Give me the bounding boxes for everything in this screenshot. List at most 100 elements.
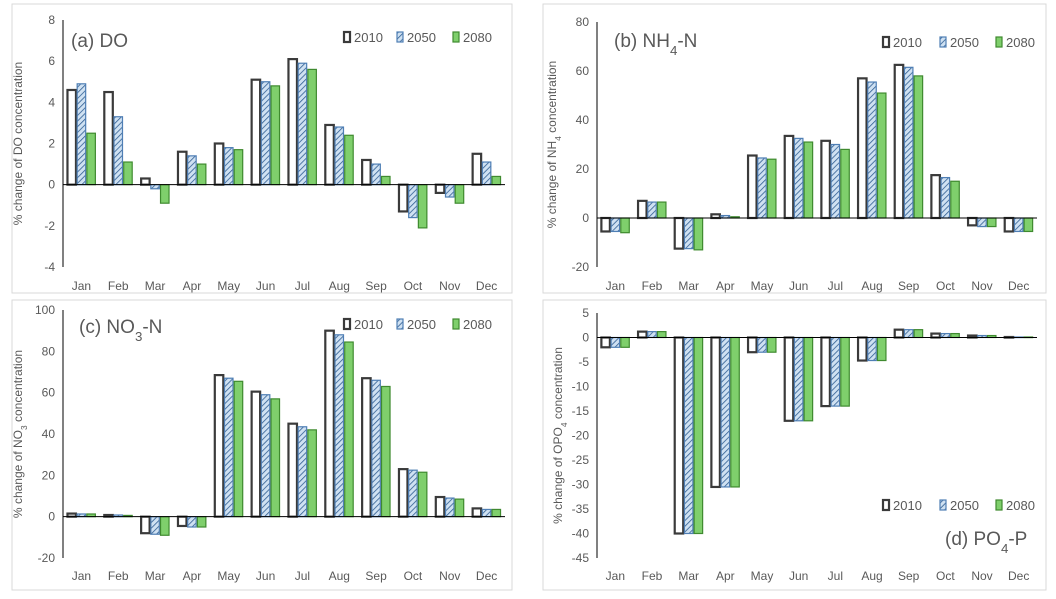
bar-b-2010-jul [820,139,831,220]
bar-b-2080-sep [913,75,924,219]
legend-label-2080: 2080 [1006,35,1035,50]
bar-a-2010-may [213,142,225,186]
bar-d-2080-may [766,336,777,353]
bar-d-2080-oct [950,332,960,339]
bar-c-2010-apr [176,515,188,528]
bar-c-2080-mar [159,516,170,536]
y-tick-label: 5 [582,306,589,320]
bar-d-2080-sep [913,329,924,339]
bar-a-2050-feb [113,116,124,186]
x-tick-label: Jan [72,279,91,293]
bar-b-2080-aug [876,92,887,219]
legend-swatch-2080 [452,31,460,43]
x-tick-label: Mar [145,279,166,293]
bar-c-2080-may [233,380,244,518]
bar-b-2050-dec [1013,217,1024,233]
y-tick-label: 0 [582,211,589,225]
bar-c-2050-may [223,377,234,518]
y-tick-label: 6 [48,54,55,68]
bar-a-2080-may [233,149,244,186]
bar-d-2050-feb [647,331,657,339]
y-tick-label: 40 [576,113,590,127]
x-tick-label: Jul [828,569,843,583]
legend-swatch-2050 [939,499,947,511]
bar-a-2080-dec [491,175,502,186]
bar-c-2010-sep [361,377,372,518]
x-tick-label: Oct [936,279,955,293]
x-tick-label: Nov [439,279,460,293]
chart-title: (d) PO4-P [945,529,1027,556]
chart-frame [542,3,1047,294]
bar-a-2080-aug [344,134,354,186]
x-tick-label: Jun [789,279,808,293]
legend-swatch-2010 [881,35,891,49]
bar-d-2050-jun [793,336,804,422]
x-tick-label: Aug [329,569,350,583]
bar-c-2050-apr [187,516,197,528]
y-tick-label: -40 [572,527,590,541]
bar-c-2050-sep [371,379,381,518]
bar-a-2050-apr [187,155,197,186]
bar-b-2080-dec [1023,217,1034,233]
y-axis-label: % change of DO concentration [11,62,25,225]
bar-a-2010-aug [324,123,335,186]
x-tick-label: May [751,279,774,293]
legend-swatch-2050 [396,318,404,330]
bar-c-2080-sep [380,385,391,518]
bar-d-2010-jan [600,336,611,349]
x-tick-label: Dec [476,569,497,583]
x-tick-label: Mar [678,279,699,293]
legend-label-2080: 2080 [463,317,492,332]
legend-swatch-2080 [452,318,460,330]
chart-panel-d: -45 -40 -35 -30 -25 -20 -15 -10 -5 0 5 Jan Feb Mar Apr… [542,299,1047,591]
bar-d-2050-may [757,336,767,353]
bar-b-2010-sep [893,63,905,220]
x-tick-label: Jun [789,569,808,583]
bar-a-2010-dec [471,152,483,186]
bar-a-2010-oct [397,183,409,213]
bar-d-2050-aug [867,336,877,362]
y-tick-label: -20 [572,260,590,274]
bar-a-2080-feb [123,161,133,186]
bar-c-2050-oct [408,469,418,518]
y-tick-label: 80 [576,15,590,29]
y-tick-label: 8 [48,13,55,27]
bar-b-2010-dec [1003,216,1015,233]
legend-swatch-2080 [995,36,1003,48]
x-tick-label: Jan [606,569,625,583]
chart-panel-a: -4 -2 0 2 4 6 8 Jan Feb Mar Apr May Jun Jul Aug Sep Oct N… [11,3,513,294]
bar-c-2080-oct [417,471,428,518]
x-tick-label: Mar [145,569,166,583]
x-tick-label: Oct [404,279,423,293]
bar-d-2080-jan [620,336,630,348]
bar-b-2010-apr [710,213,721,220]
bar-d-2050-jul [830,336,841,407]
legend-label-2010: 2010 [893,498,922,513]
bar-b-2050-jun [793,137,804,219]
bar-b-2010-jan [600,216,611,233]
y-tick-label: -4 [44,260,55,274]
bar-a-2080-nov [454,184,465,204]
bar-c-2080-jul [307,429,317,518]
bar-b-2080-jan [620,217,630,234]
x-tick-label: Jul [828,279,843,293]
bar-d-2010-may [746,336,758,354]
bar-b-2050-jul [830,143,841,219]
bar-a-2080-apr [196,163,207,186]
legend-swatch-2050 [396,31,404,43]
x-tick-label: Dec [1008,569,1029,583]
bar-b-2010-feb [636,199,648,220]
x-tick-label: Apr [716,569,735,583]
x-tick-label: Dec [1008,279,1029,293]
bar-a-2010-jan [66,88,78,186]
y-tick-label: 0 [582,331,589,345]
legend-swatch-2050 [939,36,947,48]
legend-label-2010: 2010 [354,30,383,45]
bar-d-2080-jun [803,336,814,422]
y-tick-label: 0 [48,510,55,524]
bar-b-2010-aug [856,77,868,220]
bar-b-2010-may [746,154,758,220]
y-tick-label: 2 [48,137,55,151]
chart-frame [542,299,1047,591]
bar-a-2080-oct [417,184,428,229]
